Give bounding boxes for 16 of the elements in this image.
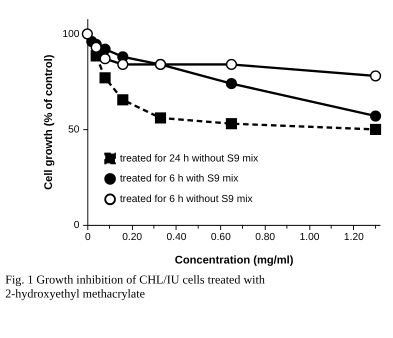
legend-label: treated for 6 h with S9 mix bbox=[120, 174, 238, 185]
x-tick-label: 0.40 bbox=[166, 232, 187, 244]
y-tick-label: 50 bbox=[68, 124, 80, 136]
y-tick-label: 100 bbox=[62, 29, 80, 40]
caption: Fig. 1 Growth inhibition of CHL/IU cells treated with 2-hydroxyethyl methacrylate bbox=[5, 272, 265, 300]
x-tick-label: 0.20 bbox=[122, 232, 142, 244]
x-tick-label: 0 bbox=[84, 232, 91, 244]
y-axis-title: Cell growth (% of control) bbox=[43, 54, 56, 190]
x-tick-label: 1.20 bbox=[344, 232, 364, 244]
x-tick-label: 0.60 bbox=[210, 232, 232, 244]
x-tick-label: 0.80 bbox=[255, 232, 276, 244]
legend-label: treated for 6 h without S9 mix bbox=[120, 194, 253, 206]
legend-label: treated for 24 h without S9 mix bbox=[120, 153, 258, 164]
x-tick-label: 1.00 bbox=[300, 232, 320, 244]
y-tick-label: 0 bbox=[74, 220, 80, 232]
x-axis-title: Concentration (mg/ml) bbox=[174, 254, 294, 266]
